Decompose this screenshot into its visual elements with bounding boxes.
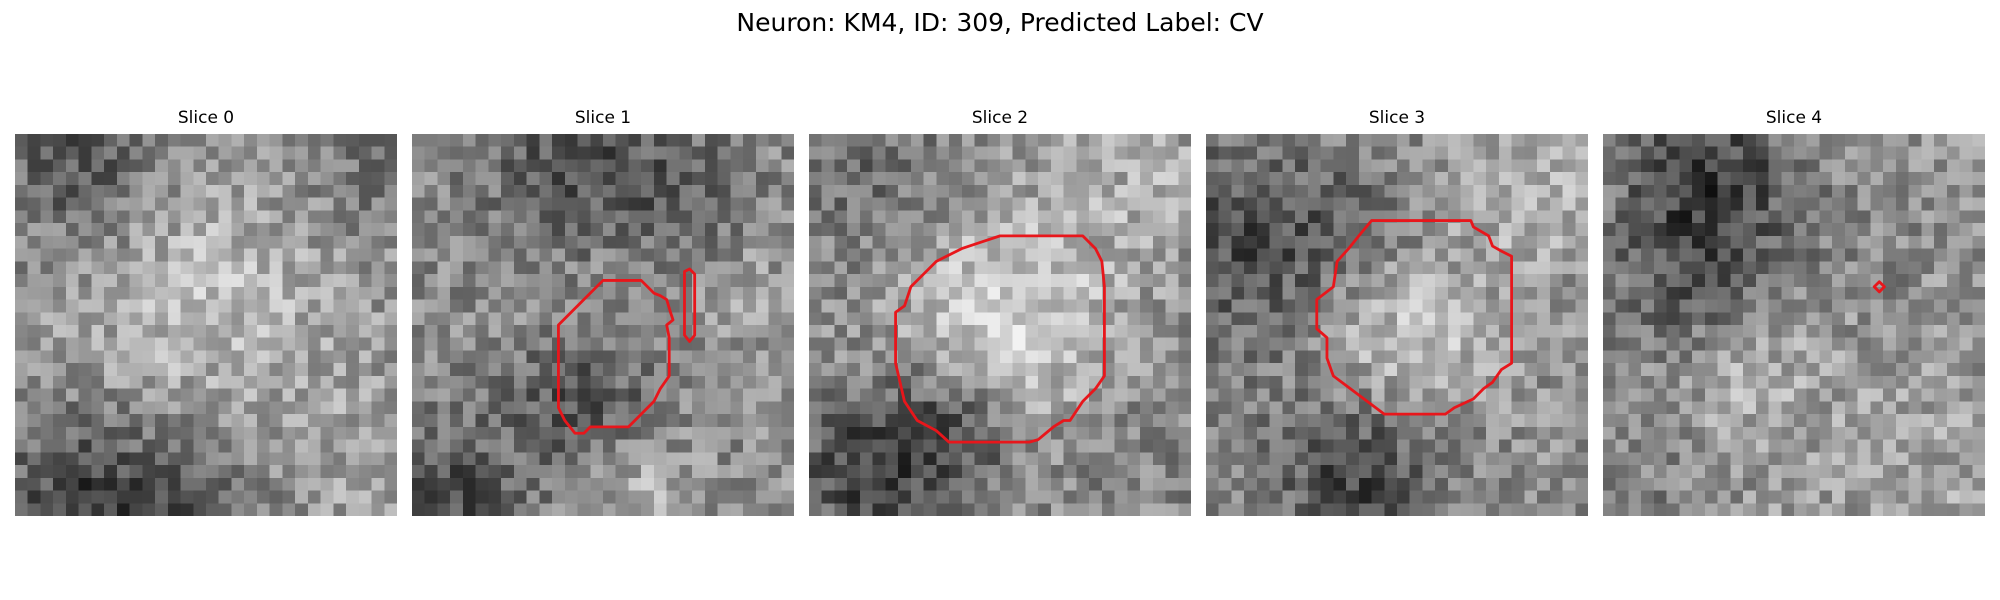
segmentation-contour bbox=[1315, 219, 1514, 416]
slice-image bbox=[1603, 134, 1985, 516]
slice-title: Slice 4 bbox=[1765, 108, 1823, 128]
slice-panel-4: Slice 4 bbox=[1603, 104, 1985, 524]
slice-image bbox=[809, 134, 1191, 516]
figure-title: Neuron: KM4, ID: 309, Predicted Label: C… bbox=[736, 8, 1264, 37]
slice-image bbox=[1206, 134, 1588, 516]
segmentation-contour bbox=[894, 234, 1106, 444]
slice-panel-2: Slice 2 bbox=[809, 104, 1191, 524]
slice-title: Slice 1 bbox=[574, 108, 632, 128]
segmentation-contour bbox=[683, 267, 697, 343]
slice-image bbox=[15, 134, 397, 516]
slice-panel-3: Slice 3 bbox=[1206, 104, 1588, 524]
slice-title: Slice 2 bbox=[971, 108, 1029, 128]
slice-panel-1: Slice 1 bbox=[412, 104, 794, 524]
segmentation-contour bbox=[1872, 280, 1886, 294]
slice-title: Slice 3 bbox=[1368, 108, 1426, 128]
slice-image bbox=[412, 134, 794, 516]
slice-title: Slice 0 bbox=[177, 108, 235, 128]
slice-panel-0: Slice 0 bbox=[15, 104, 397, 524]
segmentation-contour bbox=[557, 279, 675, 435]
